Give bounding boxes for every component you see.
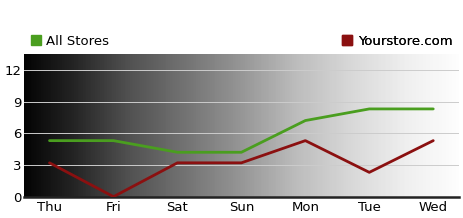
Legend: Yourstore.com: Yourstore.com <box>342 35 452 48</box>
